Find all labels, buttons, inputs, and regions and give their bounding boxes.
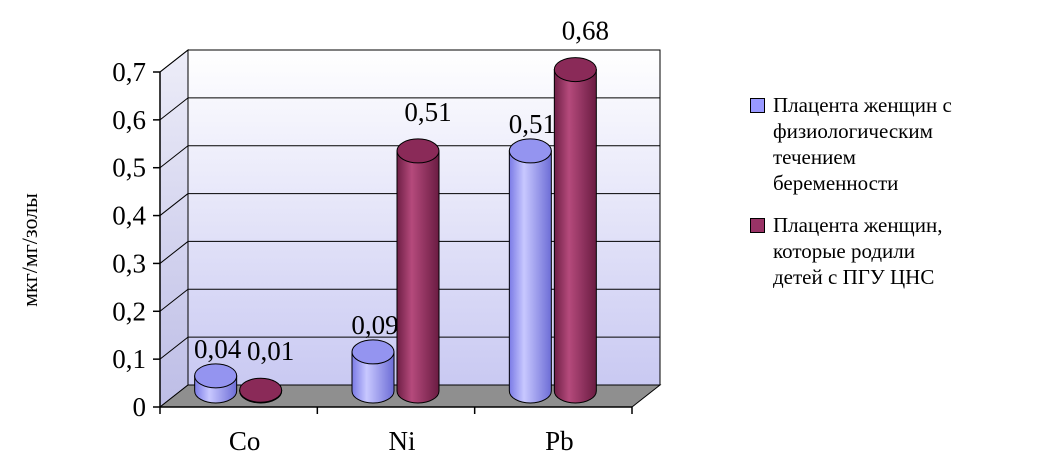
bar-body xyxy=(553,69,597,404)
data-label: 0,51 xyxy=(404,97,451,127)
legend-swatch-blue xyxy=(750,98,765,113)
data-label: 0,04 xyxy=(194,334,242,364)
bar xyxy=(553,57,597,404)
legend-line: беременности xyxy=(773,171,899,195)
data-label: 0,09 xyxy=(351,310,398,340)
y-tick-label: 0,7 xyxy=(112,57,146,87)
data-label: 0,68 xyxy=(562,16,609,46)
legend-item-cns: Плацента женщин, которые родили детей с … xyxy=(750,212,1040,290)
y-tick-label: 0,3 xyxy=(112,248,146,278)
y-tick-label: 0,5 xyxy=(112,153,146,183)
bar-body xyxy=(351,351,395,404)
legend: Плацента женщин с физиологическим течени… xyxy=(750,92,1040,306)
bar-top xyxy=(239,377,283,403)
bar-top xyxy=(508,138,552,164)
legend-label: Плацента женщин с физиологическим течени… xyxy=(773,92,1040,196)
gridline-side xyxy=(159,336,189,360)
gridline-side xyxy=(159,97,189,121)
axes: 0 0,1 0,2 0,3 0,4 0,5 0,6 0,7 Co Ni Pb xyxy=(112,57,633,456)
y-tick-label: 0,2 xyxy=(112,296,146,326)
legend-item-physiological: Плацента женщин с физиологическим течени… xyxy=(750,92,1040,196)
y-tick-label: 0 xyxy=(133,392,147,422)
y-tick-label: 0,1 xyxy=(112,344,146,374)
bar-body xyxy=(508,150,552,404)
gridline-side xyxy=(159,241,189,264)
legend-line: Плацента женщин, xyxy=(773,213,943,237)
legend-label: Плацента женщин, которые родили детей с … xyxy=(773,212,1040,290)
y-tick-label: 0,4 xyxy=(112,201,146,231)
bar-top xyxy=(194,363,238,389)
bar-top xyxy=(553,57,597,83)
data-label: 0,01 xyxy=(247,336,294,366)
gridline-side xyxy=(159,145,189,169)
bar xyxy=(351,339,395,404)
y-axis-label: мкг/мг/золы xyxy=(17,193,42,307)
bar xyxy=(508,138,552,404)
x-tick-label: Ni xyxy=(389,426,416,456)
legend-line: которые родили xyxy=(773,239,915,263)
bar xyxy=(239,377,283,404)
bars xyxy=(194,57,597,404)
legend-swatch-red xyxy=(750,218,765,233)
legend-line: Плацента женщин с xyxy=(773,93,952,117)
gridline-side xyxy=(159,288,189,312)
legend-line: детей с ПГУ ЦНС xyxy=(773,265,935,289)
bar xyxy=(396,138,440,404)
data-labels: 0,04 0,09 0,51 0,01 0,51 0,68 xyxy=(194,16,609,367)
gridline-side xyxy=(159,193,189,216)
legend-line: физиологическим xyxy=(773,119,933,143)
x-tick-label: Co xyxy=(229,426,261,456)
bar xyxy=(194,363,238,404)
data-label: 0,51 xyxy=(509,109,556,139)
bar-top xyxy=(351,339,395,365)
x-tick-label: Pb xyxy=(545,426,574,456)
legend-line: течением xyxy=(773,145,856,169)
gridline-side xyxy=(159,49,189,73)
bar-body xyxy=(396,150,440,404)
bar-top xyxy=(396,138,440,164)
y-tick-label: 0,6 xyxy=(112,105,146,135)
side-wall xyxy=(159,48,189,409)
